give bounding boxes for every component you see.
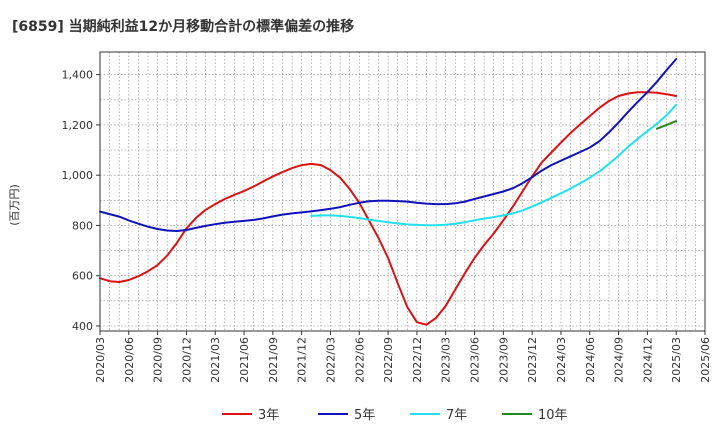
- series-line: [310, 103, 678, 227]
- y-tick-label: 1,200: [62, 119, 94, 132]
- series-line: [99, 91, 678, 326]
- x-tick-label: 2025/03: [670, 337, 683, 383]
- y-tick-label: 600: [72, 270, 93, 283]
- legend-label: 7年: [446, 408, 467, 423]
- legend-label: 3年: [258, 408, 279, 423]
- legend: 3年 5年 7年 10年: [222, 408, 568, 423]
- y-axis-label: (百万円): [8, 184, 21, 226]
- axes: 400 600 800 1,000 1,200 1,400 2020/03 2020/06 20…: [62, 69, 713, 383]
- legend-label: 10年: [538, 408, 568, 423]
- legend-label: 5年: [354, 408, 375, 423]
- chart-title: [6859] 当期純利益12か月移動合計の標準偏差の推移: [12, 18, 354, 35]
- grid-lines: [100, 52, 705, 331]
- plot-area: [100, 52, 705, 331]
- series-line: [656, 120, 678, 130]
- x-tick-label: 2024/09: [613, 337, 626, 383]
- y-tick-label: 800: [72, 219, 93, 232]
- x-tick-label: 2022/03: [325, 337, 338, 383]
- x-tick-label: 2022/09: [382, 337, 395, 383]
- x-tick-label: 2020/12: [180, 337, 193, 383]
- x-tick-label: 2023/03: [440, 337, 453, 383]
- series-lines: [99, 58, 678, 326]
- x-tick-label: 2020/06: [123, 337, 136, 383]
- x-tick-label: 2021/09: [267, 337, 280, 383]
- x-tick-label: 2025/06: [699, 337, 712, 383]
- series-line: [99, 58, 678, 232]
- x-tick-label: 2021/06: [238, 337, 251, 383]
- y-tick-label: 400: [72, 320, 93, 333]
- x-tick-label: 2023/12: [526, 337, 539, 383]
- x-tick-label: 2020/09: [152, 337, 165, 383]
- x-tick-label: 2020/03: [94, 337, 107, 383]
- x-tick-label: 2023/09: [497, 337, 510, 383]
- x-tick-label: 2023/06: [469, 337, 482, 383]
- y-tick-label: 1,000: [62, 169, 94, 182]
- x-tick-label: 2022/12: [411, 337, 424, 383]
- x-tick-label: 2024/06: [584, 337, 597, 383]
- y-tick-label: 1,400: [62, 69, 94, 82]
- x-tick-label: 2021/12: [296, 337, 309, 383]
- x-tick-label: 2022/06: [353, 337, 366, 383]
- x-tick-label: 2024/03: [555, 337, 568, 383]
- plot-frame: [99, 51, 706, 332]
- x-tick-label: 2021/03: [209, 337, 222, 383]
- x-tick-label: 2024/12: [641, 337, 654, 383]
